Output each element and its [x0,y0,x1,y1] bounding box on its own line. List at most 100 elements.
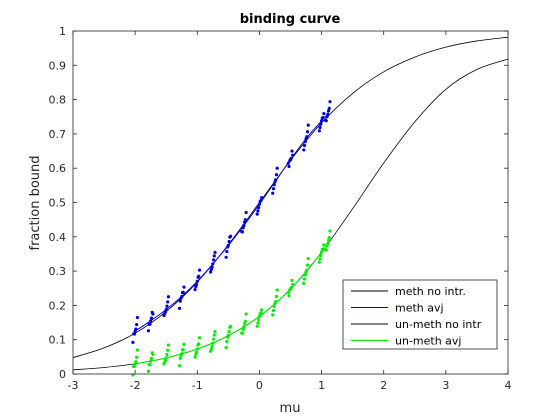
series-3-point [182,342,186,346]
series-3-point [326,238,331,242]
series-1-point [197,274,201,278]
series-3-point [257,318,261,322]
series-3-point [272,304,276,309]
series-3-point [289,286,293,290]
chart-title: binding curve [240,12,341,27]
y-tick-label: 0.6 [49,162,67,175]
series-3-point [322,243,326,247]
series-1-point [135,315,139,320]
series-1-point [328,100,332,104]
series-1-point [318,125,322,130]
series-3-point [146,369,151,373]
series-3-point [257,314,262,318]
series-1-point [164,307,168,312]
series-1-point [260,196,264,200]
series-1-point [227,239,231,244]
series-1-point [225,249,229,254]
series-1-point [182,285,186,289]
series-1-point [243,218,247,222]
y-tick-label: 0.1 [49,334,67,347]
series-1-point [132,332,136,336]
legend-label-3: un-meth avj [395,335,461,348]
series-1-point [305,130,310,134]
y-tick-label: 0.8 [49,94,67,107]
x-tick-label: 0 [256,379,263,392]
series-1-point [306,123,310,127]
y-axis-label: fraction bound [28,155,43,250]
series-3-point [287,294,291,298]
series-1-point [259,199,263,203]
series-3-point [194,350,199,354]
series-1-point [148,322,152,326]
series-1-point [213,250,217,255]
series-3-point [302,281,306,285]
legend-label-1: meth avj [395,302,444,315]
series-1-point [178,299,182,303]
series-3-point [305,268,309,272]
series-3-point [324,248,328,252]
series-1-point [146,329,151,333]
series-1-point [135,323,139,327]
series-3-point [180,352,184,356]
series-3-point [228,324,233,329]
y-axis: 0 0.1 0.2 0.3 0.4 0.5 0.6 0.7 0.8 0.9 1 [49,25,508,381]
series-1-point [149,316,154,320]
series-3-point [213,330,217,334]
series-3-point [225,340,229,344]
series-3-point [181,347,185,352]
series-3-point [135,355,139,359]
series-3-point [151,352,155,357]
series-1-point [271,191,275,195]
series-3-point [317,260,321,264]
x-tick-label: -2 [130,379,141,392]
series-1-point [212,254,216,258]
series-3-point [211,341,215,345]
series-3-point [319,250,324,254]
legend-label-2: un-meth no intr [395,318,482,331]
series-1-point [166,300,170,304]
series-1-point [177,306,182,310]
series-3-point [255,324,259,328]
series-3-point [149,356,154,361]
series-3-point [271,308,276,313]
series-3-point [243,319,247,323]
series-1-point [324,119,328,123]
series-1-point [303,139,307,144]
series-3-point [197,336,202,340]
series-1-point [193,287,197,292]
series-3-point [274,299,278,304]
y-tick-label: 0.9 [49,59,67,72]
series-1-point [291,153,295,157]
x-tick-label: 3 [442,379,449,392]
series-3-point [259,311,263,315]
series-1-point [228,234,233,238]
series-3-point [208,349,213,353]
series-3-point [318,257,322,261]
series-1-point [134,327,138,331]
series-1-point [224,255,228,259]
legend: meth no intr. meth avj un-meth no intr un-m… [342,279,498,350]
x-tick-label: -3 [68,379,79,392]
series-1-point [287,164,291,169]
series-layer [72,36,509,377]
series-3-point [209,347,213,351]
series-1-point [257,206,261,210]
series-1-point [326,112,330,116]
series-1-point [195,279,199,283]
series-3-point [132,364,136,369]
series-1-point [290,149,294,153]
series-1-point [274,178,278,182]
series-1-point [255,212,259,216]
series-1-point [240,230,245,234]
series-1-point [226,243,230,247]
series-1-point [211,262,215,266]
series-1-point [302,143,307,148]
series-1-point [166,295,171,299]
series-1-point [302,148,306,152]
series-3-point [164,356,168,360]
series-3-point [260,308,264,312]
series-3-point [286,291,290,295]
x-axis-label: mu [280,401,301,416]
series-1-point [322,112,326,116]
x-tick-label: -1 [192,379,203,392]
